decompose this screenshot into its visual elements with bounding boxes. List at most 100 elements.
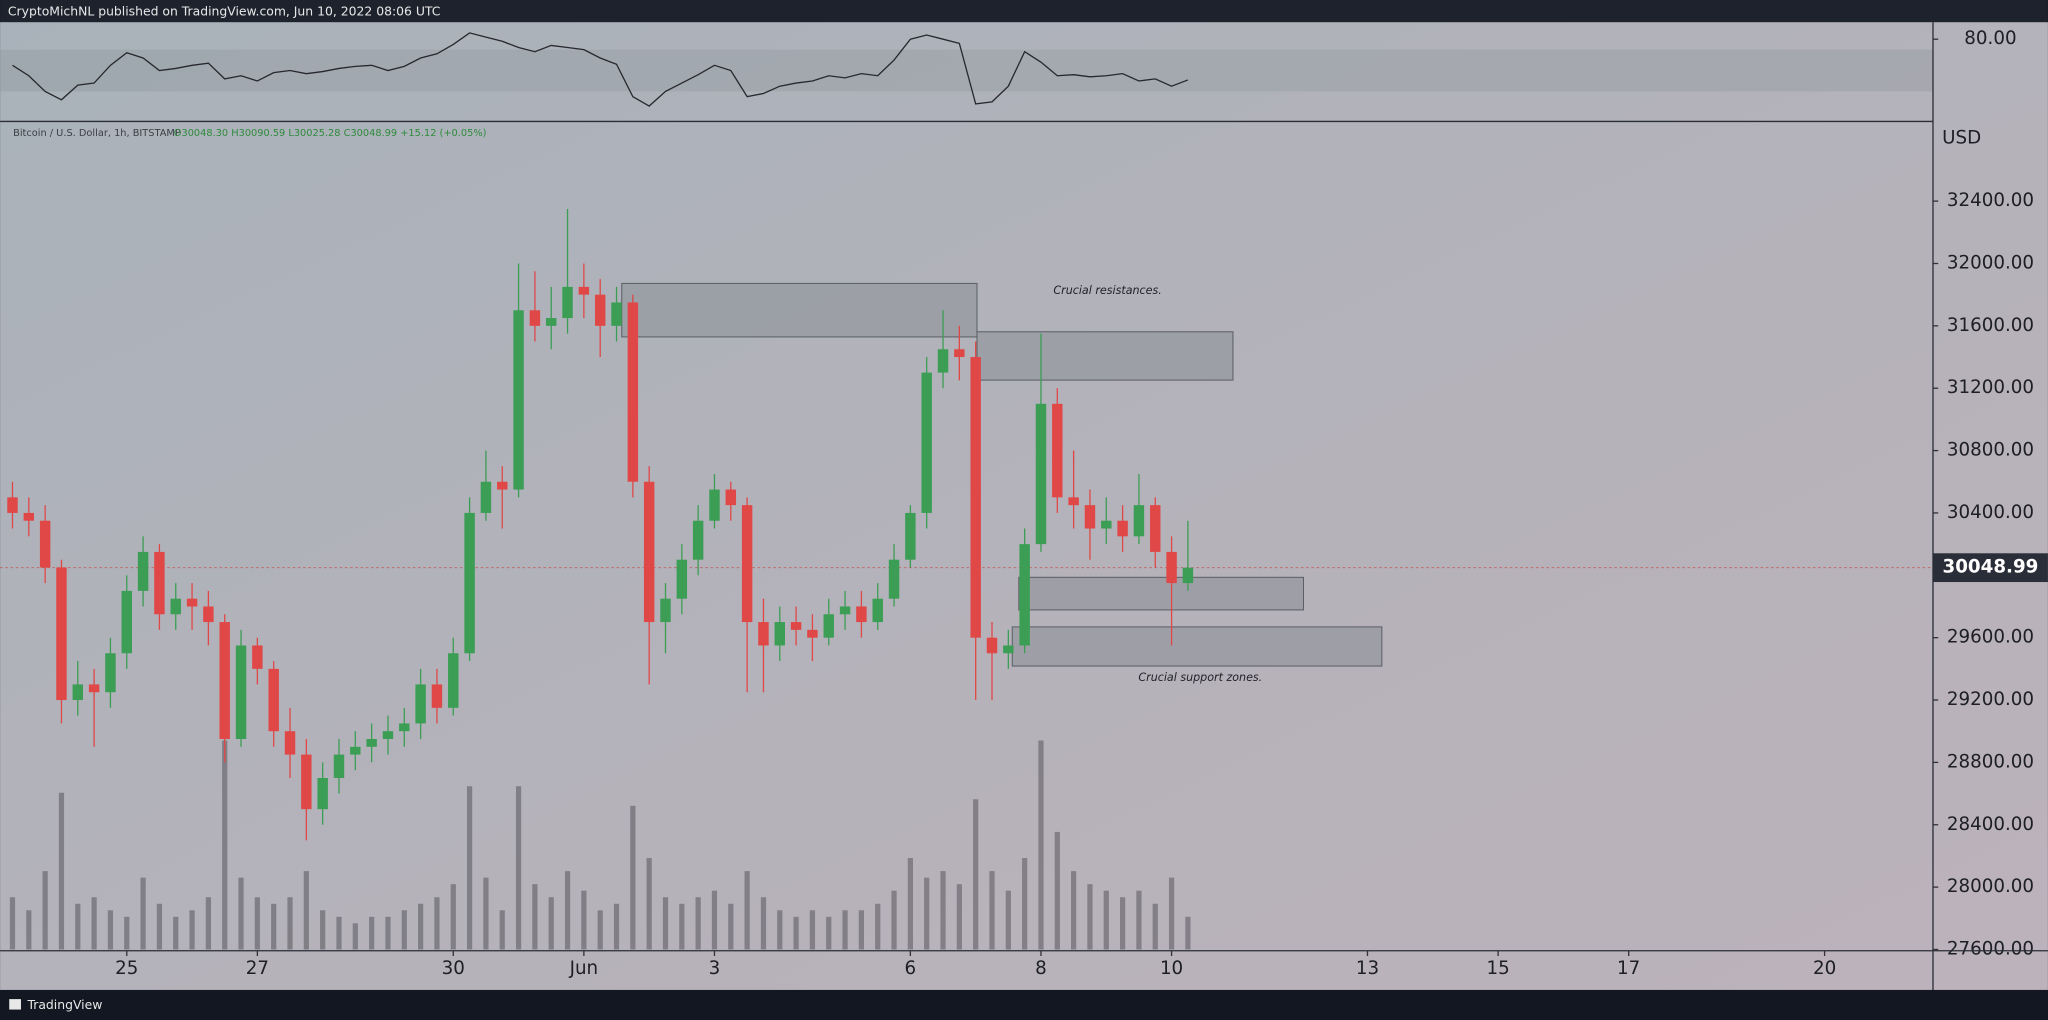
volume-bar (26, 910, 32, 950)
volume-bar (875, 903, 881, 950)
candle-body (350, 746, 361, 755)
candle-body (105, 653, 116, 693)
candle-body (72, 684, 84, 701)
y-tick-label: 32000.00 (1947, 252, 2034, 273)
volume-bar (352, 923, 358, 950)
x-tick-label: 25 (115, 958, 138, 979)
y-tick-label: 28800.00 (1947, 751, 2034, 772)
x-tick-label: Jun (569, 958, 599, 979)
candle-body (219, 622, 230, 740)
candle-body (1019, 544, 1030, 646)
volume-bar (320, 910, 326, 950)
volume-bar (173, 916, 179, 950)
volume-bar (254, 897, 260, 950)
annotation: Crucial resistances. (1053, 284, 1161, 297)
candle-body (562, 286, 573, 319)
candle-body (1084, 505, 1096, 529)
volume-bar (499, 910, 505, 950)
volume-bar (564, 871, 571, 950)
candle-body (1182, 567, 1194, 584)
volume-bar (434, 897, 440, 950)
candle-body (921, 372, 932, 513)
volume-bar (777, 910, 783, 950)
candle-body (23, 512, 35, 521)
volume-bar (75, 903, 81, 950)
candle-body (154, 551, 165, 615)
candle-body (872, 598, 883, 623)
volume-bar (809, 910, 816, 950)
candle-body (235, 645, 247, 740)
volume-bar (1185, 916, 1191, 950)
volume-bar (369, 916, 375, 950)
candle-body (317, 777, 328, 810)
publish-header: CryptoMichNL published on TradingView.co… (8, 3, 441, 18)
candle-body (823, 614, 834, 638)
candle-body (1003, 645, 1014, 654)
y-tick-label: 31200.00 (1947, 377, 2034, 398)
volume-bar (385, 916, 391, 950)
candle-body (1133, 505, 1145, 537)
candle-body (88, 684, 100, 693)
candle-body (399, 723, 410, 732)
last-price-label: 30048.99 (1943, 557, 2039, 578)
candle-body (170, 598, 181, 615)
candle-body (986, 637, 998, 654)
volume-bar (956, 884, 962, 950)
candle-body (888, 559, 900, 599)
volume-bar (793, 916, 799, 950)
y-tick-label: 29200.00 (1947, 689, 2034, 710)
candle-body (1150, 505, 1161, 552)
x-tick-label: 10 (1160, 958, 1183, 979)
last-price-badge (1932, 553, 2048, 583)
volume-bar (728, 903, 734, 950)
candle-body (137, 551, 149, 591)
x-tick-label: 6 (905, 958, 917, 979)
volume-bar (189, 910, 195, 950)
volume-bar (858, 910, 865, 950)
volume-bar (1103, 890, 1109, 950)
currency-label: USD (1942, 127, 1981, 148)
y-tick-label: 28400.00 (1947, 814, 2034, 835)
y-tick-label: 30400.00 (1947, 502, 2034, 523)
volume-bar (238, 877, 244, 950)
volume-bar (107, 910, 114, 950)
volume-bar (842, 910, 848, 950)
volume-bar (91, 897, 97, 950)
candle-body (497, 481, 508, 490)
candle-body (660, 598, 671, 623)
candle-body (774, 622, 785, 646)
volume-bar (1168, 877, 1175, 950)
candle-body (529, 310, 541, 326)
zone (621, 282, 978, 338)
candle-body (7, 497, 18, 513)
candle-body (709, 489, 720, 521)
zone (1018, 576, 1305, 611)
ohlc-info: O30048.30 H30090.59 L30025.28 C30048.99 … (174, 128, 487, 139)
footer-bar (0, 989, 2048, 1020)
candle-body (692, 520, 704, 560)
candle-body (1052, 403, 1063, 498)
candle-body (758, 622, 769, 646)
candle-body (284, 731, 296, 755)
x-tick-label: 15 (1486, 958, 1509, 979)
volume-bar (401, 910, 407, 950)
volume-bar (646, 858, 652, 950)
candle-body (1117, 520, 1128, 537)
volume-bar (630, 805, 636, 950)
rsi-line (12, 32, 1189, 107)
chart-background (0, 22, 2048, 990)
volume-bar (973, 799, 979, 950)
volume-bar (124, 916, 130, 950)
y-tick-label: 27600.00 (1947, 938, 2034, 959)
x-tick-label: 17 (1617, 958, 1640, 979)
volume-bar (450, 884, 456, 950)
volume-bar (1005, 890, 1011, 950)
candle-body (970, 357, 981, 638)
y-tick-label: 32400.00 (1947, 190, 2034, 211)
candle-body (1068, 497, 1079, 506)
candle-body (301, 754, 312, 810)
candle-body (366, 739, 377, 747)
x-tick-label: 30 (442, 958, 465, 979)
candle-body (448, 653, 459, 708)
